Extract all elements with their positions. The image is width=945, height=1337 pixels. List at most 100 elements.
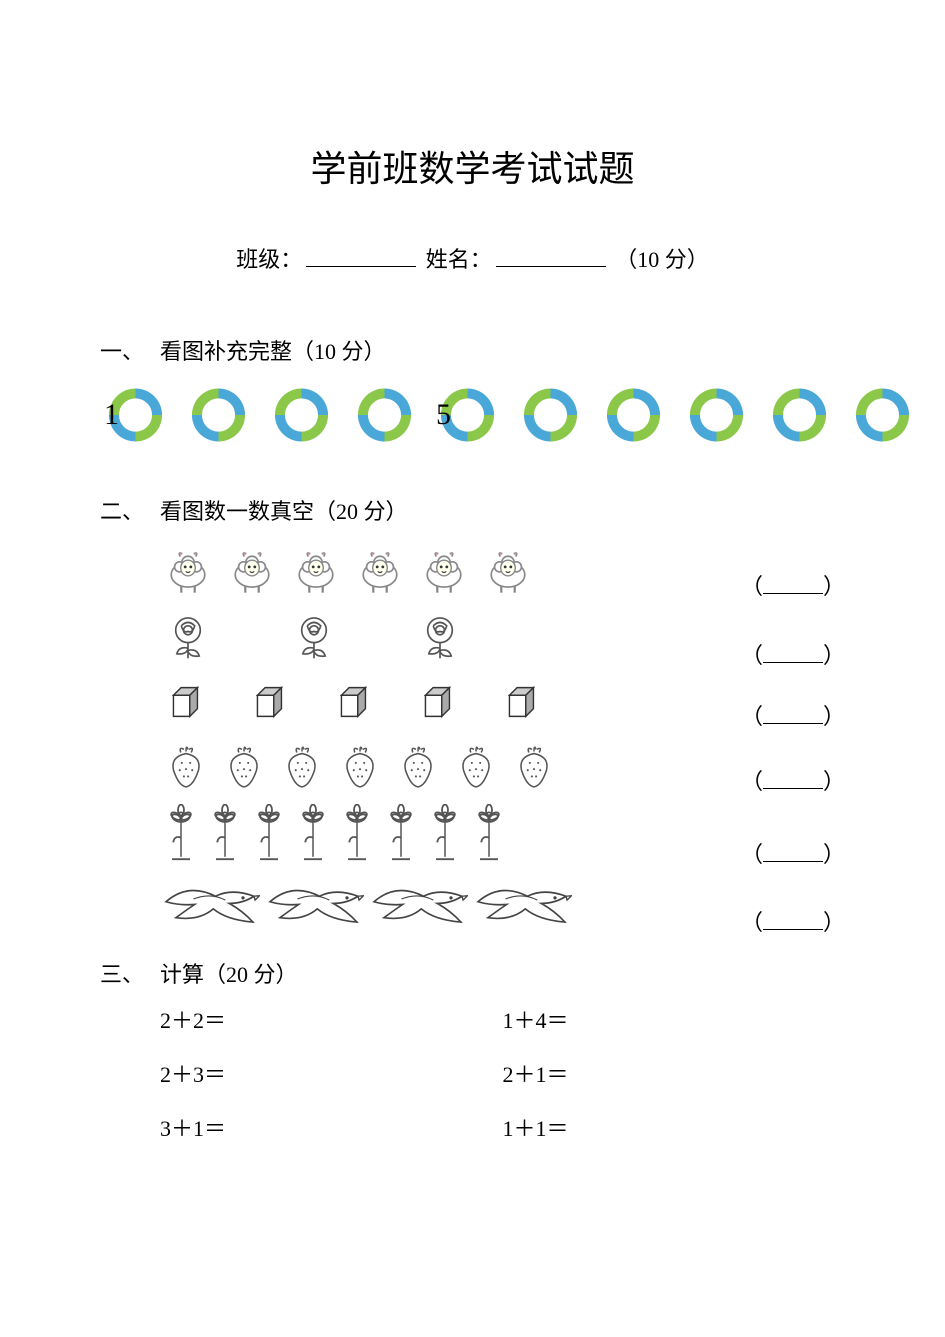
answer-slot[interactable]: （） [741,837,845,869]
section-1-title: 看图补充完整（10 分） [160,339,386,364]
class-label: 班级： [236,247,302,272]
section-3-num: 三、 [100,957,160,989]
bird-icon [264,877,364,937]
page-title: 学前班数学考试试题 [100,140,845,192]
sheep-icon [416,540,472,601]
cube-icon [412,678,460,731]
counting-row: （） [160,609,845,670]
bird-icon [160,877,260,937]
calc-problem: 2＋1＝ [503,1057,846,1089]
paren-open: （ [741,704,763,729]
chain-cell [592,380,675,450]
score-suffix: （10 分） [615,247,709,272]
strawberry-icon [160,739,212,796]
sheep-icon [288,540,344,601]
cube-icon [244,678,292,731]
bird-icon [472,877,572,937]
paren-close: ） [823,769,845,794]
calculation-area: 2＋2＝1＋4＝2＋3＝2＋1＝3＋1＝1＋1＝ [160,1003,845,1143]
paren-close: ） [823,910,845,935]
flower-icon [292,804,334,869]
section-3-title: 计算（20 分） [160,962,298,987]
calc-problem: 2＋2＝ [160,1003,503,1035]
answer-blank[interactable] [763,572,823,594]
section-3-header: 三、计算（20 分） [100,957,845,989]
strawberry-icon [392,739,444,796]
answer-blank[interactable] [763,908,823,930]
icon-group [160,609,600,670]
icon-group [160,739,600,796]
answer-slot[interactable]: （） [741,638,845,670]
bird-icon [368,877,468,937]
chain-number: 5 [436,398,451,432]
sheep-icon [224,540,280,601]
flower-icon [380,804,422,869]
flower-icon [160,804,202,869]
icon-group [160,678,600,731]
name-blank[interactable] [496,245,606,267]
paren-close: ） [823,842,845,867]
chain-cell: 5 [426,380,509,450]
flower-icon [424,804,466,869]
rose-icon [160,609,216,670]
counting-row: （） [160,540,845,601]
icon-group [160,877,600,937]
flower-icon [248,804,290,869]
paren-open: （ [741,769,763,794]
flower-icon [204,804,246,869]
chain-cell [509,380,592,450]
paren-close: ） [823,574,845,599]
calc-row: 2＋2＝1＋4＝ [160,1003,845,1035]
strawberry-icon [218,739,270,796]
cube-icon [328,678,376,731]
rose-icon [286,609,342,670]
paren-open: （ [741,574,763,599]
class-blank[interactable] [306,245,416,267]
answer-slot[interactable]: （） [741,569,845,601]
paren-open: （ [741,842,763,867]
chain-cell [260,380,343,450]
answer-slot[interactable]: （） [741,764,845,796]
answer-slot[interactable]: （） [741,699,845,731]
cube-icon [496,678,544,731]
paren-close: ） [823,704,845,729]
strawberry-icon [334,739,386,796]
counting-row: （） [160,678,845,731]
answer-slot[interactable]: （） [741,905,845,937]
strawberry-icon [450,739,502,796]
calc-problem: 1＋4＝ [503,1003,846,1035]
sheep-icon [480,540,536,601]
paren-open: （ [741,643,763,668]
section-1-num: 一、 [100,334,160,366]
strawberry-icon [508,739,560,796]
counting-row: （） [160,739,845,796]
strawberry-icon [276,739,328,796]
chain-cell [177,380,260,450]
paren-open: （ [741,910,763,935]
answer-blank[interactable] [763,702,823,724]
answer-blank[interactable] [763,767,823,789]
paren-close: ） [823,643,845,668]
chain-cell: 1 [94,380,177,450]
chain-pattern-row: 15 [94,380,845,450]
counting-area: （）（）（）（）（）（） [160,540,845,937]
section-2-header: 二、看图数一数真空（20 分） [100,494,845,526]
section-2-title: 看图数一数真空（20 分） [160,499,408,524]
chain-cell [343,380,426,450]
icon-group [160,540,600,601]
icon-group [160,804,600,869]
answer-blank[interactable] [763,840,823,862]
calc-problem: 2＋3＝ [160,1057,503,1089]
section-1-header: 一、看图补充完整（10 分） [100,334,845,366]
answer-blank[interactable] [763,641,823,663]
chain-cell [841,380,924,450]
counting-row: （） [160,804,845,869]
chain-cell [758,380,841,450]
calc-row: 2＋3＝2＋1＝ [160,1057,845,1089]
section-2-num: 二、 [100,494,160,526]
name-label: 姓名： [426,247,492,272]
chain-number: 1 [104,398,119,432]
sheep-icon [160,540,216,601]
calc-problem: 3＋1＝ [160,1111,503,1143]
calc-problem: 1＋1＝ [503,1111,846,1143]
